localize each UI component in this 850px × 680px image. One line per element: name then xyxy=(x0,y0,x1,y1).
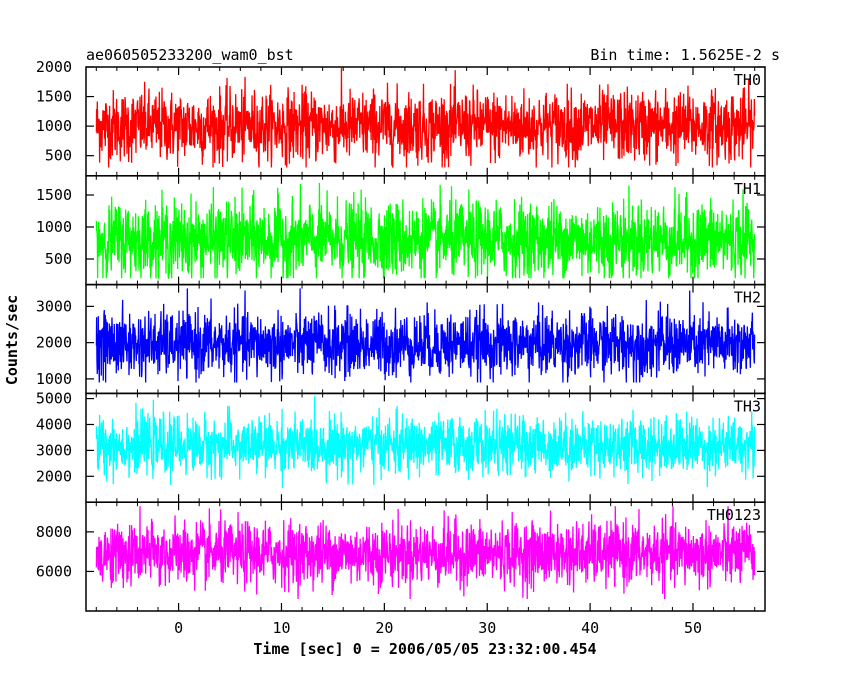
chart-title: ae060505233200_wam0_bst xyxy=(86,46,294,64)
series-line-th3 xyxy=(96,396,754,488)
panel-label-th0: TH0 xyxy=(734,71,761,89)
x-axis-label: Time [sec] 0 = 2006/05/05 23:32:00.454 xyxy=(253,640,596,658)
y-tick-label: 2000 xyxy=(36,334,72,352)
y-tick-label: 3000 xyxy=(36,441,72,459)
y-tick-label: 4000 xyxy=(36,415,72,433)
panel-th3: 2000 3000 4000 5000 TH3 xyxy=(36,390,766,503)
y-tick-label: 1000 xyxy=(36,117,72,135)
x-tick-labels: 0 10 20 30 40 50 xyxy=(174,619,702,637)
y-tick-label: 1500 xyxy=(36,186,72,204)
y-tick-label: 1500 xyxy=(36,88,72,106)
y-tick-label: 500 xyxy=(45,147,72,165)
x-tick-label: 40 xyxy=(581,619,599,637)
panel-th0123: 6000 8000 TH0123 xyxy=(36,501,766,612)
y-tick-label: 3000 xyxy=(36,297,72,315)
panel-th0: 500 1000 1500 2000 TH0 xyxy=(36,58,766,177)
x-tick-label: 50 xyxy=(684,619,702,637)
x-tick-label: 20 xyxy=(375,619,393,637)
panel-label-th3: TH3 xyxy=(734,397,761,415)
panel-label-th2: TH2 xyxy=(734,289,761,307)
series-line-th1 xyxy=(96,183,754,278)
panel-th2: 1000 2000 3000 TH2 xyxy=(36,283,766,395)
y-tick-label: 8000 xyxy=(36,523,72,541)
bin-time-label: Bin time: 1.5625E-2 s xyxy=(590,46,780,64)
y-axis-label: Counts/sec xyxy=(3,295,21,385)
panels: 500 1000 1500 2000 TH0 500 1000 1500 TH1 1000 2000… xyxy=(36,58,766,612)
y-tick-label: 2000 xyxy=(36,467,72,485)
y-tick-label: 5000 xyxy=(36,390,72,408)
y-tick-label: 1000 xyxy=(36,370,72,388)
series-line-th0123 xyxy=(96,506,754,599)
x-tick-label: 0 xyxy=(174,619,183,637)
x-tick-label: 30 xyxy=(478,619,496,637)
y-tick-label: 500 xyxy=(45,250,72,268)
series-line-th0 xyxy=(96,68,754,167)
y-tick-label: 2000 xyxy=(36,58,72,76)
y-tick-label: 6000 xyxy=(36,562,72,580)
series-line-th2 xyxy=(96,288,754,382)
panel-label-th1: TH1 xyxy=(734,180,761,198)
y-tick-label: 1000 xyxy=(36,218,72,236)
x-tick-label: 10 xyxy=(272,619,290,637)
panel-th1: 500 1000 1500 TH1 xyxy=(36,175,766,286)
panel-label-th0123: TH0123 xyxy=(707,506,761,524)
